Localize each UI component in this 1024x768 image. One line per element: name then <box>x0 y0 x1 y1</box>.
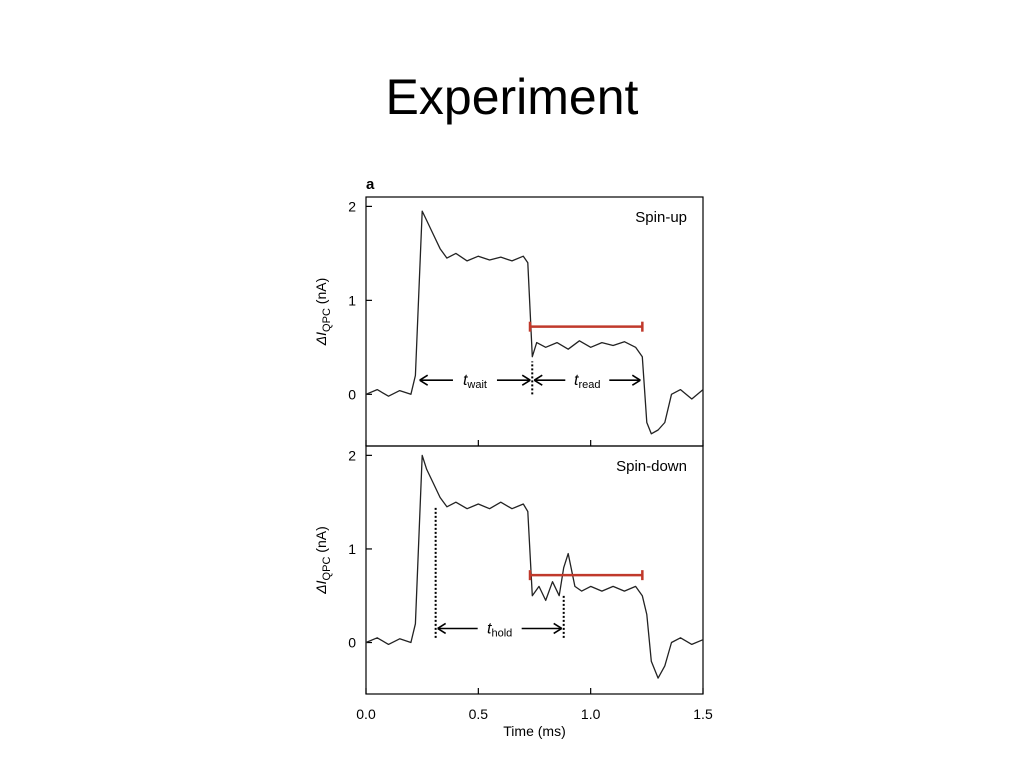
y-tick-label: 0 <box>348 386 356 402</box>
interval-symbol: t <box>463 372 468 389</box>
y-label-unit: (nA) <box>313 526 329 556</box>
x-axis-label: Time (ms) <box>503 723 565 739</box>
x-tick-label: 1.5 <box>693 706 713 722</box>
interval-subscript: wait <box>466 379 487 391</box>
y-axis-label: ΔIQPC (nA) <box>313 526 333 594</box>
arrow-head-left <box>419 374 429 386</box>
y-tick-label: 1 <box>348 541 356 557</box>
interval-label: twait <box>463 372 487 391</box>
x-tick-label: 1.0 <box>581 706 601 722</box>
interval-annotation: tread <box>533 372 641 391</box>
figure-label: a <box>366 176 375 193</box>
arrow-head-left <box>533 374 543 386</box>
panel-spin-down: 0 1 2 ΔIQPC (nA) Spin-down thold <box>313 445 704 695</box>
y-tick-label: 2 <box>348 198 356 214</box>
series-line <box>365 210 704 435</box>
arrow-head-right <box>631 374 641 386</box>
arrow-head-left <box>437 622 447 635</box>
interval-label: thold <box>487 620 512 639</box>
arrow-head-right <box>521 374 531 386</box>
plot-frame <box>365 196 704 447</box>
y-label-subscript: QPC <box>321 308 333 332</box>
y-axis-label: ΔIQPC (nA) <box>313 278 333 346</box>
series-line <box>365 454 704 679</box>
plot-frame <box>365 445 704 695</box>
interval-annotation: twait <box>419 372 531 391</box>
y-label-symbol: ΔI <box>313 332 329 346</box>
interval-subscript: read <box>579 379 601 391</box>
interval-symbol: t <box>574 372 579 389</box>
interval-label: tread <box>574 372 600 391</box>
interval-subscript: hold <box>492 627 513 639</box>
y-tick-label: 0 <box>348 635 356 651</box>
y-tick-label: 1 <box>348 292 356 308</box>
panel-label: Spin-down <box>616 458 687 475</box>
x-tick-label: 0.5 <box>469 706 489 722</box>
y-label-symbol: ΔI <box>313 580 329 594</box>
interval-annotation: thold <box>437 620 563 639</box>
y-tick-label: 2 <box>348 447 356 463</box>
interval-symbol: t <box>487 620 492 637</box>
x-tick-label: 0.0 <box>356 706 376 722</box>
slide-title: Experiment <box>385 69 639 125</box>
y-label-subscript: QPC <box>321 557 333 581</box>
arrow-head-right <box>553 622 563 635</box>
panel-label: Spin-up <box>635 209 687 226</box>
y-label-unit: (nA) <box>313 278 329 308</box>
